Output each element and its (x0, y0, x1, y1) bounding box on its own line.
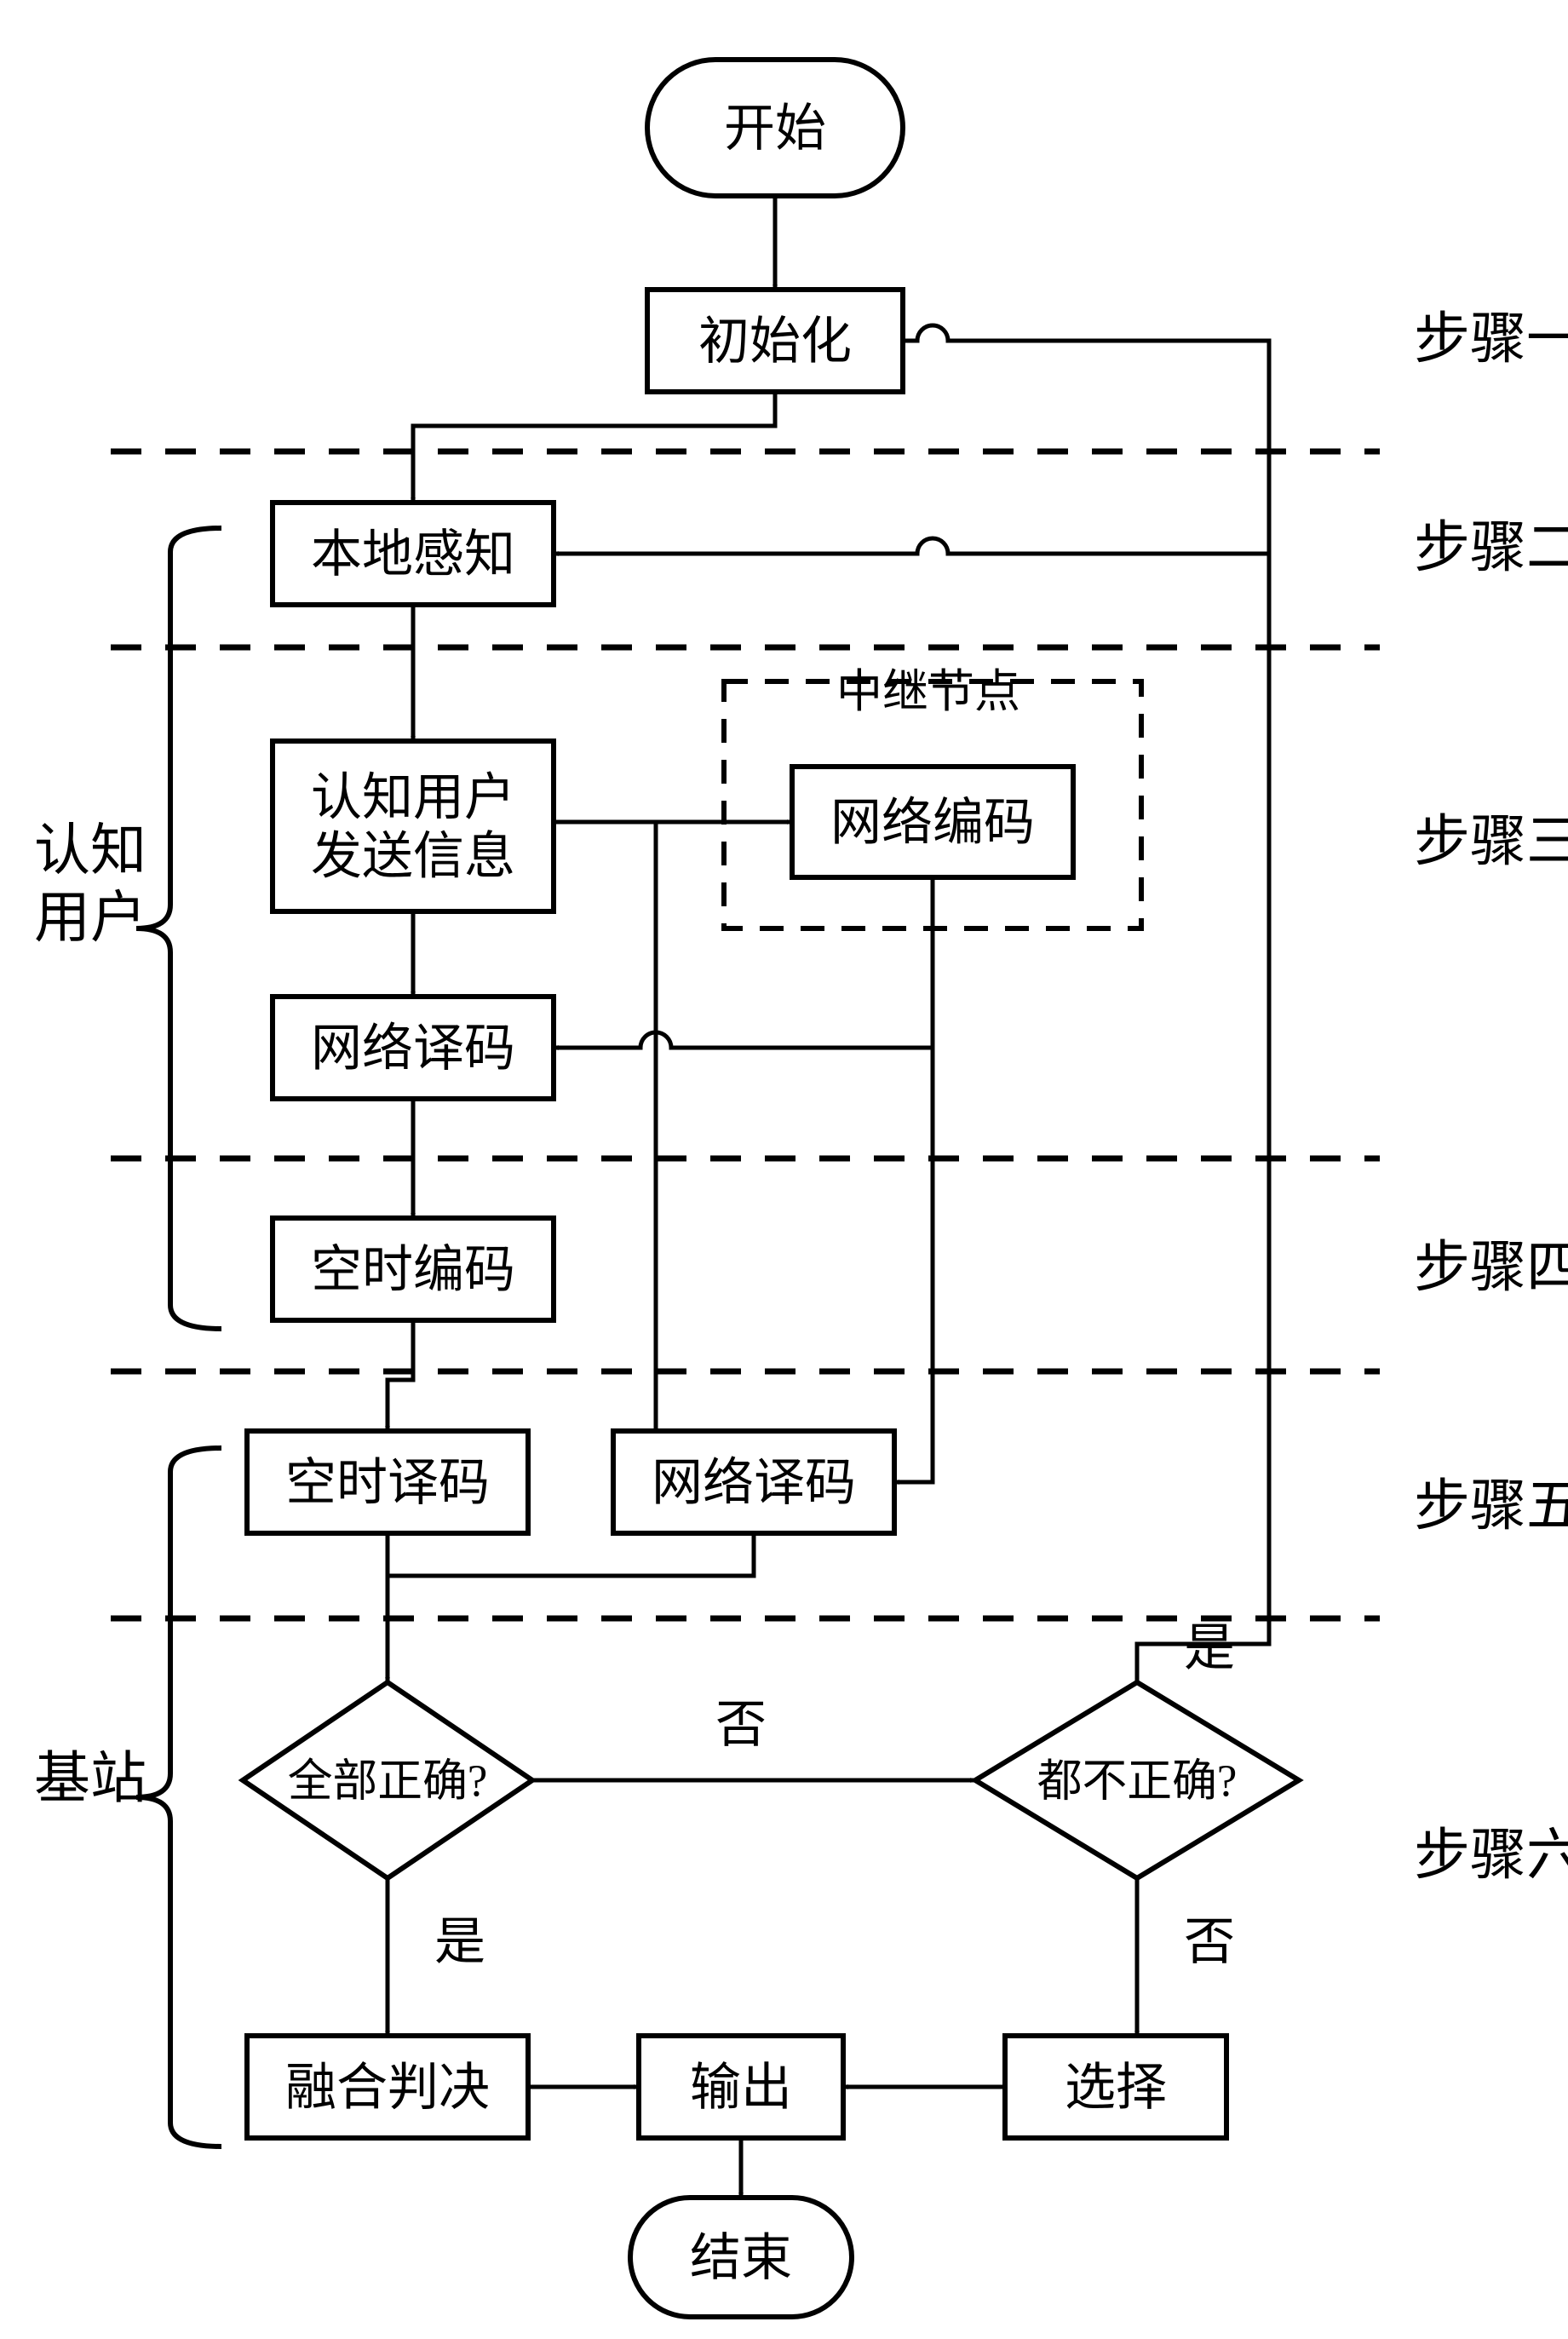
node-st_dec-label: 空时译码 (285, 1455, 490, 1511)
step-label: 步骤三 (1414, 811, 1568, 873)
flow-edge (554, 822, 656, 1482)
node-output-label: 输出 (690, 2060, 792, 2116)
flow-edge (554, 1032, 933, 1048)
node-cu_send (273, 741, 554, 911)
brace (136, 1448, 221, 2146)
step-label: 步骤五 (1414, 1475, 1568, 1537)
step-label: 步骤六 (1414, 1825, 1568, 1887)
edge-label: 否 (715, 1697, 767, 1753)
step-label: 步骤二 (1414, 517, 1568, 579)
flow-edge (894, 1048, 933, 1482)
flow-edge (388, 1320, 413, 1431)
step-label: 步骤一 (1414, 308, 1568, 371)
node-end-label: 结束 (690, 2230, 792, 2286)
brace-label: 基站 (34, 1748, 146, 1810)
edge-label: 否 (1184, 1914, 1235, 1970)
flow-edge (1137, 554, 1269, 1682)
node-fuse-label: 融合判决 (285, 2060, 490, 2116)
node-dec2-label: 都不正确? (1037, 1756, 1238, 1806)
node-net_enc-label: 网络编码 (830, 795, 1035, 851)
edge-label: 是 (434, 1914, 485, 1970)
flow-edge (388, 1533, 754, 1576)
node-net_dec-label: 网络译码 (311, 1020, 515, 1077)
node-st_enc-label: 空时编码 (311, 1242, 515, 1298)
node-select-label: 选择 (1065, 2060, 1167, 2116)
node-dec1-label: 全部正确? (288, 1756, 488, 1806)
node-init-label: 初始化 (698, 313, 852, 370)
flow-edge (413, 392, 775, 503)
node-start-label: 开始 (724, 101, 826, 157)
step-label: 步骤四 (1414, 1237, 1568, 1299)
brace-label: 认知用户 (34, 819, 146, 949)
node-relay_box-label: 中继节点 (836, 666, 1020, 717)
node-net_dec2-label: 网络译码 (652, 1455, 856, 1511)
node-sense-label: 本地感知 (311, 526, 515, 583)
edge-label: 是 (1184, 1620, 1235, 1676)
